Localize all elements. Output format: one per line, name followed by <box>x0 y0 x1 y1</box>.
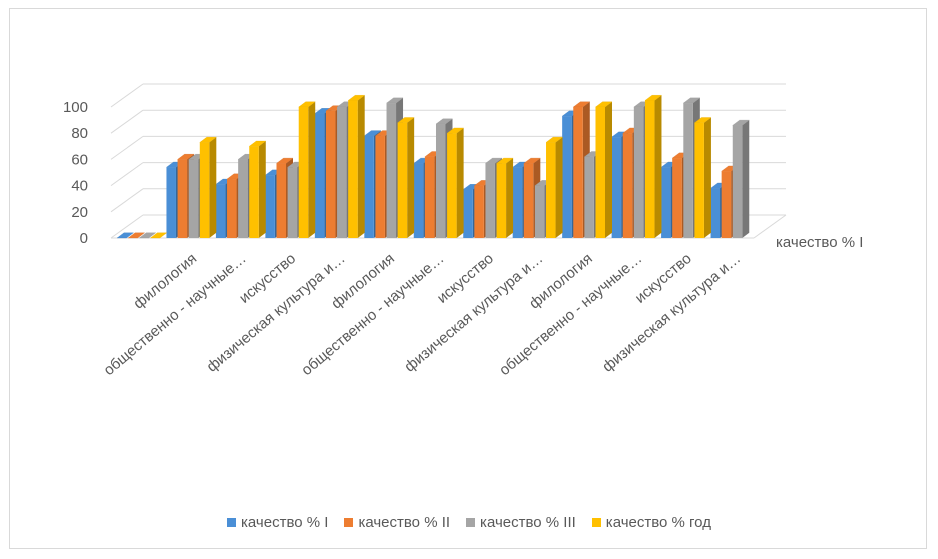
legend-swatch <box>344 518 354 527</box>
legend-item: качество % I <box>227 514 328 531</box>
bar-series-4-cat-9-side <box>605 101 613 238</box>
y-tick-label: 20 <box>71 204 88 221</box>
bar-series-4-cat-10 <box>644 100 655 238</box>
bar-series-1-cat-7 <box>463 189 473 238</box>
y-tick-label: 40 <box>71 178 88 195</box>
bar-series-4-cat-5 <box>397 122 408 238</box>
bar-series-2-cat-10 <box>622 133 633 238</box>
gridline-side <box>110 214 144 239</box>
bar-series-3-cat-7 <box>485 163 495 238</box>
legend-item: качество % год <box>591 514 711 531</box>
y-tick-label: 0 <box>80 230 88 247</box>
bar-series-1-cat-10 <box>611 137 622 238</box>
bar-series-3-cat-12 <box>732 125 743 238</box>
bar-series-1-cat-0-top <box>116 232 134 239</box>
bar-series-2-cat-12 <box>721 171 732 238</box>
legend-swatch <box>466 518 476 527</box>
bar-series-3-cat-0-top <box>138 232 157 239</box>
bar-series-1-cat-9 <box>562 116 572 238</box>
bar-series-4-cat-1 <box>199 142 210 238</box>
bar-series-4-cat-11 <box>694 122 704 238</box>
bar-series-3-cat-4 <box>337 107 347 238</box>
bar-series-3-cat-1 <box>188 159 199 238</box>
bar-series-4-cat-4-side <box>357 95 365 238</box>
bar-series-4-cat-3-side <box>308 101 316 238</box>
bar-series-4-cat-2-side <box>258 141 266 238</box>
gridline-side <box>110 188 144 213</box>
bar-series-1-cat-4 <box>314 113 325 238</box>
bar-series-1-cat-6 <box>413 163 424 238</box>
chart-frame <box>9 8 927 549</box>
bar-series-4-cat-7 <box>496 163 507 238</box>
bar-series-1-cat-5 <box>364 135 374 238</box>
legend-swatch <box>227 518 237 527</box>
bar-series-4-cat-9 <box>595 107 606 238</box>
bar-series-4-cat-4 <box>348 100 358 238</box>
floor-side-edge <box>753 214 787 239</box>
legend-swatch <box>591 518 601 527</box>
bar-series-3-cat-12-side <box>742 120 750 238</box>
legend-label: качество % I <box>241 514 329 531</box>
bar-series-2-cat-1 <box>177 159 188 238</box>
bar-series-3-cat-9 <box>584 156 594 238</box>
bar-series-3-cat-5 <box>386 103 397 238</box>
legend-label: качество % II <box>358 514 451 531</box>
gridline-side <box>110 109 144 134</box>
bar-series-1-cat-3 <box>265 175 275 238</box>
bar-series-4-cat-8 <box>546 142 556 238</box>
y-tick-label: 60 <box>71 151 88 168</box>
legend-item: качество % III <box>466 514 576 531</box>
bar-series-4-cat-1-side <box>209 137 217 238</box>
bar-series-2-cat-2 <box>227 179 237 238</box>
bar-series-2-cat-11 <box>672 158 682 238</box>
bar-series-4-cat-5-side <box>407 117 415 238</box>
bar-series-3-cat-6 <box>435 124 446 238</box>
legend-item: качество % II <box>344 514 450 531</box>
bar-series-4-cat-3 <box>298 107 309 238</box>
bar-series-2-cat-6 <box>424 156 435 238</box>
bar-series-2-cat-4 <box>325 110 336 238</box>
legend: качество % I качество % II качество % III к… <box>0 514 938 531</box>
bar-series-4-cat-2 <box>249 146 259 238</box>
bar-series-4-cat-6 <box>447 133 457 238</box>
bar-series-1-cat-12 <box>710 188 721 238</box>
bar-series-4-cat-0-top <box>149 232 168 239</box>
bar-series-1-cat-8 <box>512 167 523 238</box>
bar-series-2-cat-0-top <box>127 232 146 239</box>
bar-series-2-cat-5 <box>375 135 385 238</box>
gridline-side <box>110 135 144 160</box>
bar-series-2-cat-7 <box>474 185 484 238</box>
bar-series-3-cat-3 <box>287 167 298 238</box>
bar-series-3-cat-11 <box>683 103 693 238</box>
depth-axis-label: качество % I <box>776 234 863 251</box>
bar-series-4-cat-7-side <box>506 158 514 238</box>
bar-series-1-cat-1 <box>166 167 176 238</box>
gridline-side <box>110 83 144 108</box>
bar-series-3-cat-8 <box>534 185 545 238</box>
bar-series-4-cat-10-side <box>654 95 662 238</box>
bar-series-3-cat-2 <box>238 159 248 238</box>
y-tick-label: 80 <box>71 125 88 142</box>
legend-label: качество % III <box>480 514 576 531</box>
legend-label: качество % год <box>605 514 711 531</box>
bar-series-4-cat-6-side <box>456 127 464 238</box>
bar-series-4-cat-8-side <box>555 137 563 238</box>
bar-series-2-cat-3 <box>276 163 287 238</box>
bar-series-2-cat-9 <box>573 107 583 238</box>
bar-series-4-cat-11-side <box>703 117 711 238</box>
y-tick-label: 100 <box>63 99 88 116</box>
bar-series-2-cat-8 <box>523 163 534 238</box>
bar-series-1-cat-2 <box>215 184 226 238</box>
gridline-side <box>110 162 144 187</box>
bar-series-1-cat-11 <box>661 167 671 238</box>
bar-series-3-cat-10 <box>633 107 644 238</box>
